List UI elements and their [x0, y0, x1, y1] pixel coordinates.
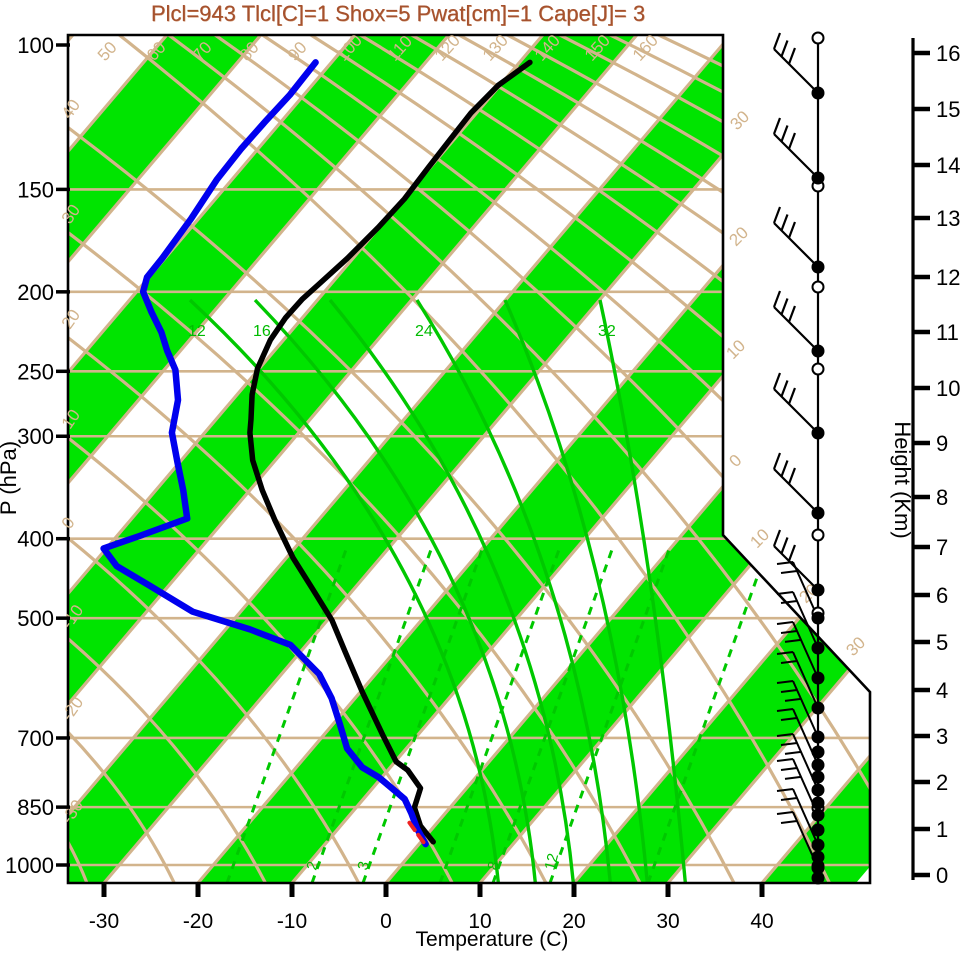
dewpoint-curve [100, 59, 429, 848]
height-axis-title: Height (Km) [890, 421, 915, 538]
green-line-labels: 12 16 24 322 3 8 12 [188, 323, 616, 872]
svg-text:30: 30 [726, 107, 753, 134]
temperature-curve [247, 59, 533, 845]
svg-text:300: 300 [17, 424, 54, 449]
x-axis-title: Temperature (C) [416, 928, 569, 951]
svg-text:24: 24 [415, 323, 433, 340]
svg-text:400: 400 [17, 527, 54, 552]
svg-text:850: 850 [17, 795, 54, 820]
svg-text:-10: -10 [277, 910, 307, 933]
svg-text:5: 5 [936, 630, 948, 655]
svg-text:3: 3 [936, 724, 948, 749]
svg-text:20: 20 [562, 910, 585, 933]
svg-text:50: 50 [94, 38, 121, 65]
parcel-curve [405, 817, 426, 845]
svg-text:16: 16 [936, 41, 960, 66]
svg-text:1000: 1000 [5, 853, 54, 878]
svg-text:0: 0 [725, 451, 745, 471]
svg-text:9: 9 [936, 431, 948, 456]
plot-frame [66, 33, 872, 885]
svg-text:150: 150 [17, 177, 54, 202]
svg-text:100: 100 [17, 33, 54, 58]
svg-text:32: 32 [598, 323, 616, 340]
svg-text:250: 250 [17, 359, 54, 384]
sounding-profiles [100, 59, 533, 848]
svg-text:14: 14 [936, 153, 960, 178]
svg-text:11: 11 [936, 320, 959, 345]
svg-text:-30: -30 [89, 910, 119, 933]
svg-text:12: 12 [936, 265, 960, 290]
svg-text:10: 10 [746, 525, 773, 552]
chart-title: Plcl=943 Tlcl[C]=1 Shox=5 Pwat[cm]=1 Cap… [150, 1, 646, 26]
svg-text:40: 40 [58, 96, 84, 122]
svg-text:2: 2 [936, 770, 948, 795]
svg-text:-20: -20 [183, 910, 213, 933]
pressure-axis-title: P (hPa) [0, 441, 21, 515]
svg-text:12: 12 [541, 852, 562, 873]
svg-text:7: 7 [936, 535, 948, 560]
svg-text:1: 1 [936, 817, 948, 842]
svg-text:-20: -20 [58, 693, 88, 724]
svg-text:20: 20 [725, 223, 752, 250]
pressure-axis: 100 150 200 250 300 400 500 700 850 1000 P (hPa) [0, 33, 70, 878]
svg-text:10: 10 [722, 336, 749, 363]
svg-text:4: 4 [936, 678, 948, 703]
svg-text:15: 15 [936, 97, 960, 122]
svg-text:0: 0 [936, 863, 948, 888]
svg-text:0: 0 [380, 910, 392, 933]
svg-text:8: 8 [936, 485, 948, 510]
svg-text:20: 20 [58, 306, 84, 332]
wind-barb-column [772, 31, 825, 885]
svg-text:10: 10 [468, 910, 491, 933]
svg-text:12: 12 [188, 323, 206, 340]
svg-text:6: 6 [936, 583, 948, 608]
svg-text:10: 10 [936, 376, 960, 401]
moist-adiabat-lines [188, 298, 688, 883]
svg-text:16: 16 [253, 323, 271, 340]
svg-text:30: 30 [656, 910, 679, 933]
svg-text:40: 40 [750, 910, 773, 933]
svg-text:500: 500 [17, 606, 54, 631]
temperature-axis: -30 -20 -10 0 10 20 30 40 Temperature (C) [89, 883, 774, 951]
svg-text:200: 200 [17, 280, 54, 305]
svg-text:700: 700 [17, 726, 54, 751]
svg-text:13: 13 [936, 206, 960, 231]
svg-text:30: 30 [842, 633, 869, 660]
svg-text:90: 90 [284, 38, 311, 65]
